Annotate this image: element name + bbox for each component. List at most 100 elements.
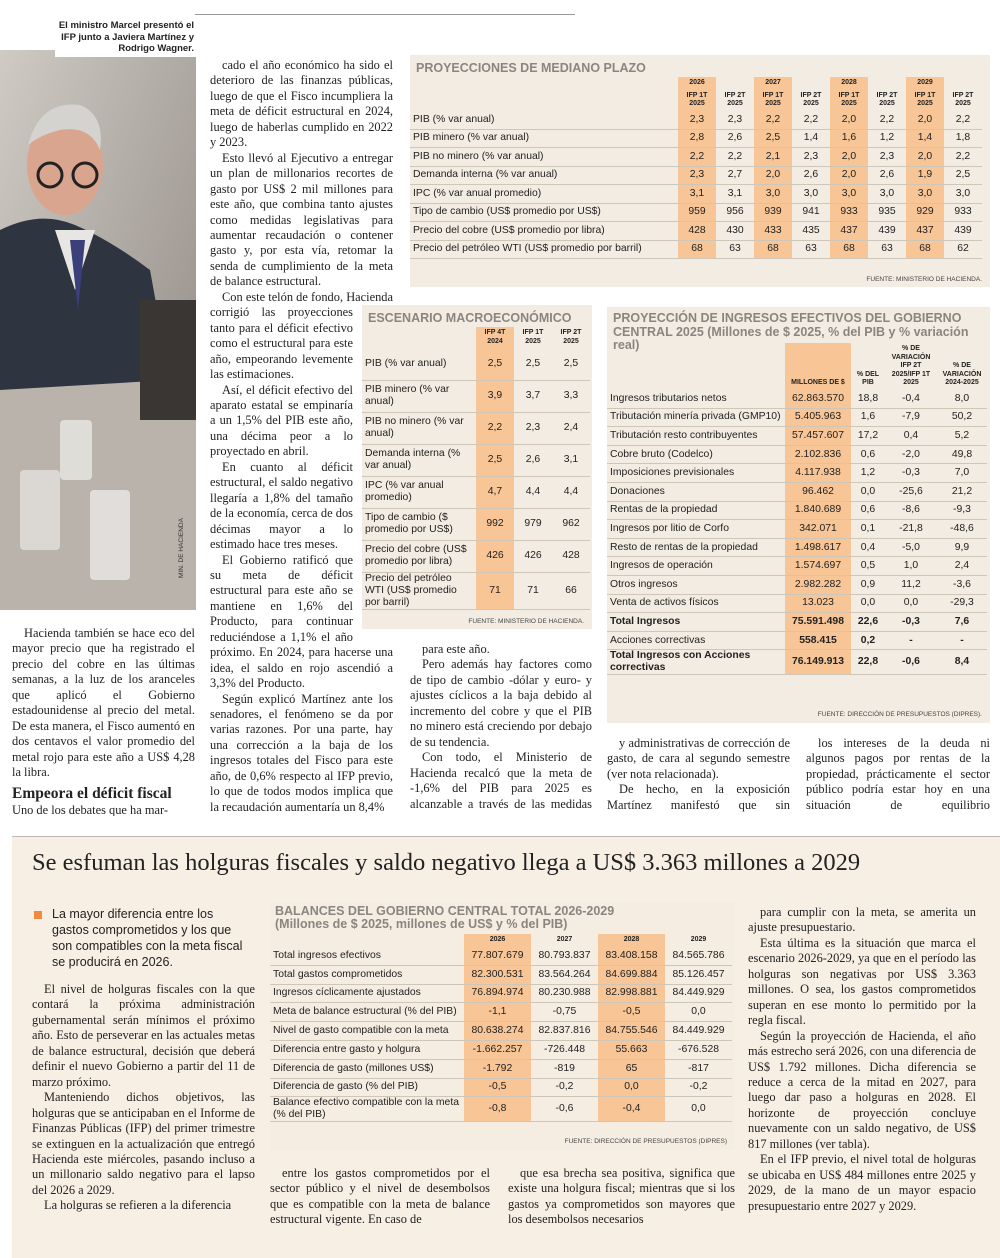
cell: 80.230.988 [531, 984, 598, 1004]
header-cell [410, 90, 678, 111]
cell: 68 [754, 240, 792, 259]
header-row: MILLONES DE $ % DEL PIB % DE VARIACIÓN IFP… [607, 343, 987, 390]
table-row: Diferencia entre gasto y holgura -1.662.2… [270, 1040, 732, 1060]
cell: 2,4 [552, 412, 590, 445]
cell: 85.126.457 [665, 965, 732, 985]
header-cell: IFP 1T 2025 [678, 89, 716, 111]
cell: 2,6 [868, 166, 906, 185]
row-label: Meta de balance estructural (% del PIB) [270, 1002, 464, 1023]
paragraph: Pero además hay factores como de tipo de… [410, 657, 592, 749]
table-row: PIB minero (% var anual) 2,8 2,6 2,5 1,4 1,6 1… [410, 129, 982, 148]
cell: 8,0 [937, 389, 987, 409]
cell: 933 [944, 203, 982, 222]
row-label: Otros ingresos [607, 575, 785, 595]
header-cell [868, 77, 906, 90]
header-cell [944, 77, 982, 90]
revenue-box: PROYECCIÓN DE INGRESOS EFECTIVOS DEL GOB… [607, 307, 990, 723]
paragraph: De hecho, en la exposición Martínez mani… [607, 782, 790, 814]
cell: 4,4 [552, 476, 590, 509]
table-row: PIB no minero (% var anual) 2,2 2,2 2,1 2,3 2… [410, 147, 982, 167]
row-label: Tipo de cambio ($ promedio por US$) [362, 508, 476, 541]
cell: 3,9 [476, 380, 514, 413]
cell: 84.565.786 [665, 946, 732, 966]
table-source: FUENTE: MINISTERIO DE HACIENDA. [866, 276, 982, 283]
table-row: Precio del petróleo WTI (US$ promedio po… [410, 240, 982, 259]
cell: 63 [792, 240, 830, 259]
row-label: Ingresos cíclicamente ajustados [270, 984, 464, 1004]
paragraph: Uno de los debates que ha mar- [12, 802, 168, 816]
cell: -1.662.257 [464, 1040, 531, 1060]
cell: 0,4 [851, 538, 885, 558]
header-cell: IFP 2T 2025 [952, 91, 974, 108]
bullet: La mayor diferencia entre los gastos com… [52, 907, 243, 969]
table-row: Ingresos por litio de Corfo 342.071 0,1 -21… [607, 519, 987, 539]
paragraph: que esa brecha sea positiva, significa q… [508, 1166, 735, 1227]
cell: 3,0 [792, 184, 830, 204]
row-label: Ingresos de operación [607, 556, 785, 576]
header-cell: 2026 [678, 77, 716, 90]
row-label: Tributación minería privada (GMP10) [607, 408, 785, 428]
paragraph: Esto llevó al Ejecutivo a entregar un pl… [210, 150, 393, 289]
column: para cumplir con la meta, se amerita un … [748, 905, 976, 1233]
cell: 2,3 [792, 147, 830, 167]
paragraph: entre los gastos comprometidos por el se… [270, 1166, 490, 1227]
table-row: Ingresos tributarios netos 62.863.570 18,8… [607, 389, 987, 409]
cell: 2.102.836 [785, 445, 851, 465]
cell: 68 [678, 240, 716, 259]
header-row: 2026 2027 2028 2029 [410, 77, 982, 90]
header-cell: IFP 2T 2025 [724, 91, 746, 108]
row-label: IPC (% var anual promedio) [362, 476, 476, 509]
cell: 2,2 [716, 147, 754, 167]
header-cell [716, 77, 754, 90]
table-row: Total Ingresos 75.591.498 22,6 -0,3 7,6 [607, 612, 987, 632]
row-label: Precio del cobre (US$ promedio por libra… [410, 221, 678, 241]
header-cell: 2027 [754, 77, 792, 90]
cell: 82.300.531 [464, 965, 531, 985]
cell: 0,1 [851, 519, 885, 539]
row-label: Resto de rentas de la propiedad [607, 538, 785, 558]
cell: 2,2 [678, 147, 716, 167]
table-title: PROYECCIONES DE MEDIANO PLAZO [416, 61, 646, 75]
cell: 935 [868, 203, 906, 222]
cell: 4,4 [514, 476, 552, 509]
cell: -3,6 [937, 575, 987, 595]
row-label: Diferencia entre gasto y holgura [270, 1040, 464, 1060]
cell: -676.528 [665, 1040, 732, 1060]
projections-box: PROYECCIONES DE MEDIANO PLAZO 2026 2027 20… [410, 55, 990, 287]
cell: - [885, 631, 937, 651]
column: que esa brecha sea positiva, significa q… [508, 1166, 735, 1232]
header-cell: 2026 [464, 934, 531, 947]
cell: 956 [716, 203, 754, 222]
cell: 439 [944, 221, 982, 241]
cell: 437 [830, 221, 868, 241]
table-source: FUENTE: MINISTERIO DE HACIENDA. [468, 618, 584, 625]
cell: -25,6 [885, 482, 937, 502]
cell: -0,4 [885, 389, 937, 409]
cell: 933 [830, 203, 868, 222]
cell: 4,7 [476, 476, 514, 509]
cell: 0,0 [665, 1096, 732, 1123]
row-label: Demanda interna (% var anual) [362, 444, 476, 477]
header-cell: IFP 2T 2025 [560, 329, 582, 345]
cell: -1.792 [464, 1059, 531, 1079]
paragraph: Según la proyección de Hacienda, el año … [748, 1028, 976, 1151]
cell: 0,0 [598, 1078, 665, 1098]
cell: -0,3 [885, 612, 937, 632]
header-cell: 2027 [556, 936, 573, 943]
cell: 342.071 [785, 519, 851, 539]
cell: -0,5 [598, 1002, 665, 1023]
table-row: Ingresos de operación 1.574.697 0,5 1,0 2,4 [607, 556, 987, 576]
cell: 2,3 [514, 412, 552, 445]
cell: 9,9 [937, 538, 987, 558]
cell: 68 [830, 240, 868, 259]
cell: 959 [678, 203, 716, 222]
cell: -0,75 [531, 1002, 598, 1023]
column: los intereses de la deuda ni algunos pag… [806, 736, 990, 814]
cell: 3,0 [754, 184, 792, 204]
cell: 7,0 [937, 463, 987, 483]
cell: 8,4 [937, 649, 987, 676]
cell: 0,0 [851, 482, 885, 502]
paragraph: Con este telón de fondo, Hacienda corrig… [210, 289, 393, 382]
row-label: Nivel de gasto compatible con la meta [270, 1021, 464, 1041]
